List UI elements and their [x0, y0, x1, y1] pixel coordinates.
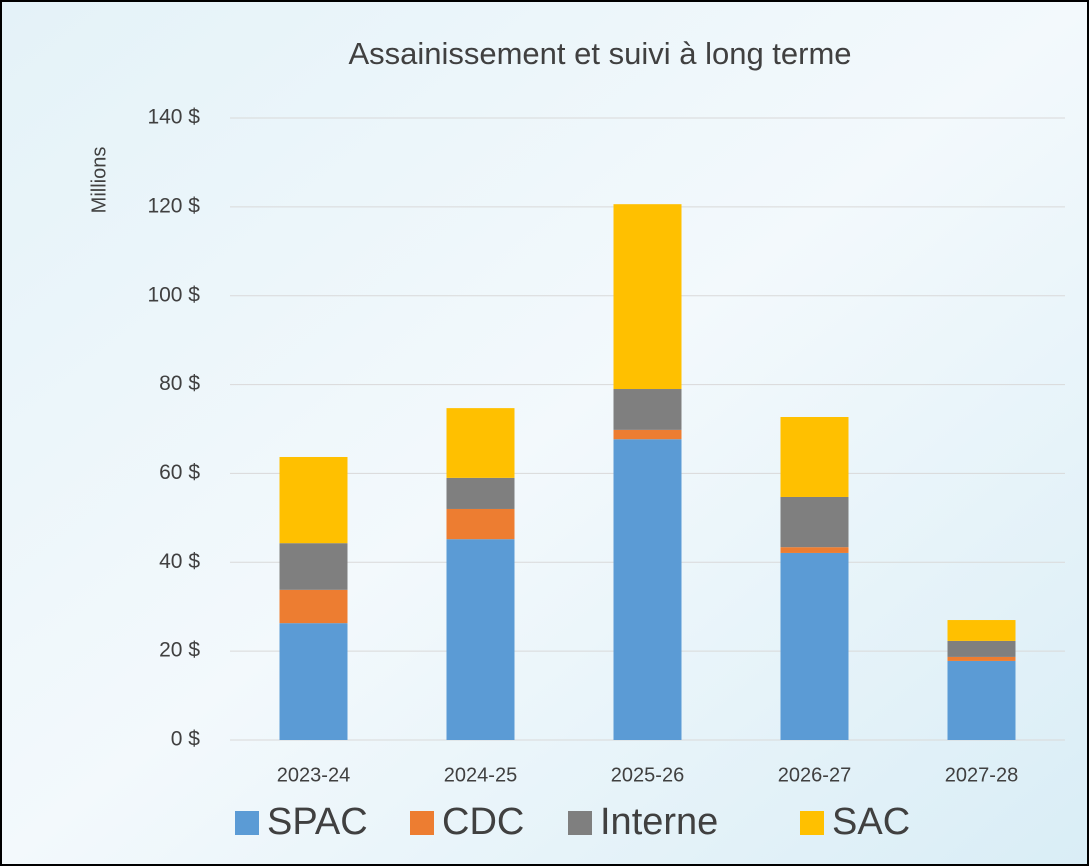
bar-segment — [279, 623, 348, 740]
bar-segment — [613, 204, 682, 390]
bar-segment — [947, 660, 1016, 740]
bar-segment — [613, 439, 682, 740]
legend-label: CDC — [442, 801, 524, 843]
bar-segment — [947, 620, 1016, 641]
bar-segment — [613, 389, 682, 430]
x-tick-label: 2023-24 — [277, 764, 350, 786]
y-tick-label: 80 $ — [159, 372, 200, 395]
legend-label: Interne — [600, 801, 718, 843]
y-axis-label: Millions — [88, 147, 110, 214]
bar-segment — [279, 456, 348, 544]
y-tick-label: 0 $ — [171, 728, 201, 751]
bar-segment — [613, 429, 682, 440]
x-tick-label: 2027-28 — [945, 764, 1018, 786]
legend-label: SAC — [832, 801, 910, 843]
y-tick-label: 120 $ — [147, 194, 200, 217]
bar-segment — [279, 543, 348, 590]
bar-segment — [780, 547, 849, 553]
bar-segment — [947, 656, 1016, 661]
legend-swatch — [800, 811, 824, 835]
legend-swatch — [568, 811, 592, 835]
x-tick-label: 2026-27 — [778, 764, 851, 786]
y-tick-label: 40 $ — [159, 550, 200, 573]
y-tick-label: 140 $ — [147, 106, 200, 129]
bar-segment — [446, 508, 515, 540]
x-tick-label: 2024-25 — [444, 764, 517, 786]
bar-segment — [780, 552, 849, 740]
bar-segment — [780, 417, 849, 497]
bar-segment — [446, 408, 515, 478]
y-tick-label: 100 $ — [147, 283, 200, 306]
bar-segment — [446, 477, 515, 509]
bar-segment — [446, 539, 515, 740]
x-tick-label: 2025-26 — [611, 764, 684, 786]
bar-segment — [947, 640, 1016, 657]
legend-swatch — [235, 811, 259, 835]
bar-segment — [279, 589, 348, 624]
legend-swatch — [410, 811, 434, 835]
y-tick-label: 60 $ — [159, 461, 200, 484]
legend-label: SPAC — [267, 801, 368, 843]
y-tick-label: 20 $ — [159, 639, 200, 662]
bar-segment — [780, 496, 849, 548]
chart-title: Assainissement et suivi à long terme — [348, 36, 851, 71]
